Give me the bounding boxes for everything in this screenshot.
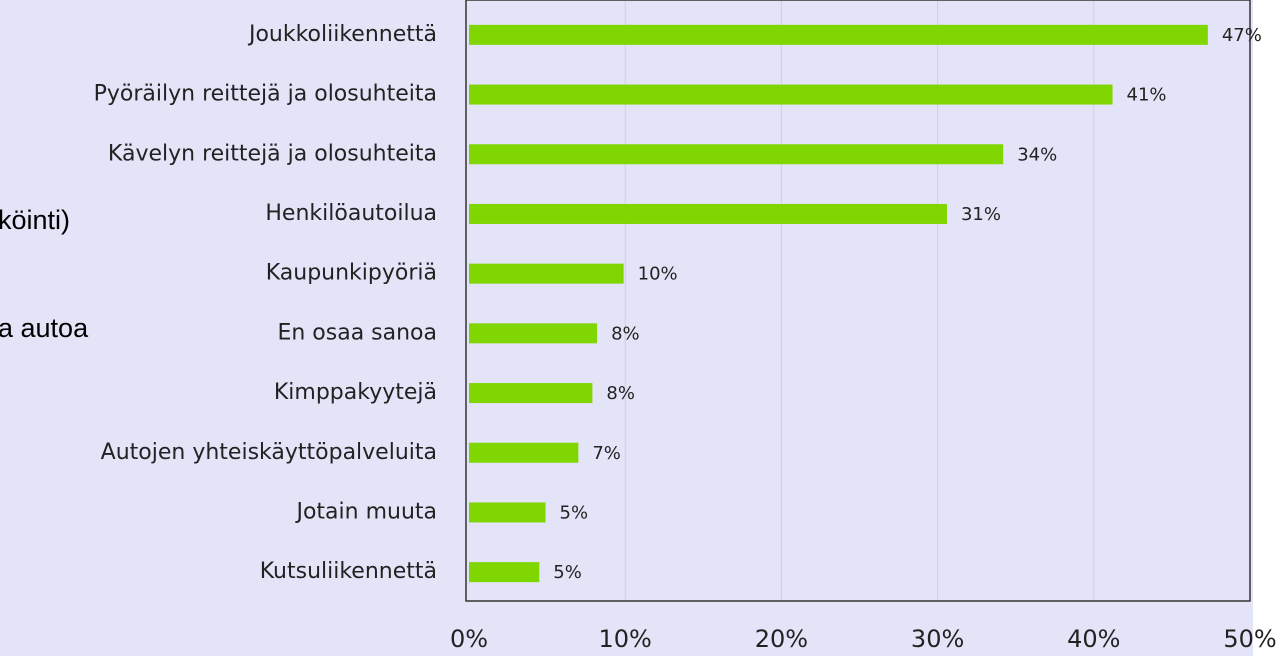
- value-label: 47%: [1222, 25, 1262, 46]
- bar: [469, 24, 1208, 45]
- plot-frame: [465, 0, 1251, 602]
- x-tick-label: 0%: [450, 625, 488, 653]
- y-tick-label: Jotain muuta: [294, 499, 437, 524]
- y-tick-label: Autojen yhteiskäyttöpalveluita: [101, 440, 437, 465]
- x-tick-label: 30%: [911, 625, 964, 653]
- value-label: 5%: [560, 502, 589, 523]
- background: [0, 0, 1253, 656]
- bar: [469, 144, 1004, 165]
- y-tick-label: Henkilöautoilua: [265, 201, 437, 226]
- annotation: a autoa: [0, 313, 89, 343]
- y-tick-label: Kimppakyytejä: [274, 380, 437, 405]
- bar: [469, 263, 624, 284]
- bar: [469, 383, 593, 404]
- x-tick-label: 10%: [599, 625, 652, 653]
- value-label: 8%: [606, 383, 635, 404]
- y-tick-label: En osaa sanoa: [277, 320, 437, 345]
- bar: [469, 502, 546, 523]
- y-tick-label: Joukkoliikennettä: [247, 22, 437, 47]
- y-tick-label: Kävelyn reittejä ja olosuhteita: [108, 141, 437, 166]
- value-label: 8%: [611, 323, 640, 344]
- bar: [469, 84, 1113, 105]
- y-tick-label: Kutsuliikennettä: [260, 559, 437, 584]
- value-label: 41%: [1127, 85, 1167, 106]
- bar: [469, 203, 947, 224]
- annotation: köinti): [0, 205, 70, 235]
- value-label: 10%: [638, 264, 678, 285]
- bar: [469, 562, 540, 583]
- y-tick-label: Pyöräilyn reittejä ja olosuhteita: [94, 82, 437, 107]
- value-label: 5%: [553, 562, 582, 583]
- y-tick-label: Kaupunkipyöriä: [266, 261, 437, 286]
- value-label: 7%: [592, 443, 621, 464]
- bar: [469, 442, 579, 463]
- x-tick-label: 20%: [755, 625, 808, 653]
- bar: [469, 323, 598, 344]
- value-label: 34%: [1017, 144, 1057, 165]
- x-tick-label: 40%: [1067, 625, 1120, 653]
- value-label: 31%: [961, 204, 1001, 225]
- x-tick-label: 50%: [1223, 625, 1276, 653]
